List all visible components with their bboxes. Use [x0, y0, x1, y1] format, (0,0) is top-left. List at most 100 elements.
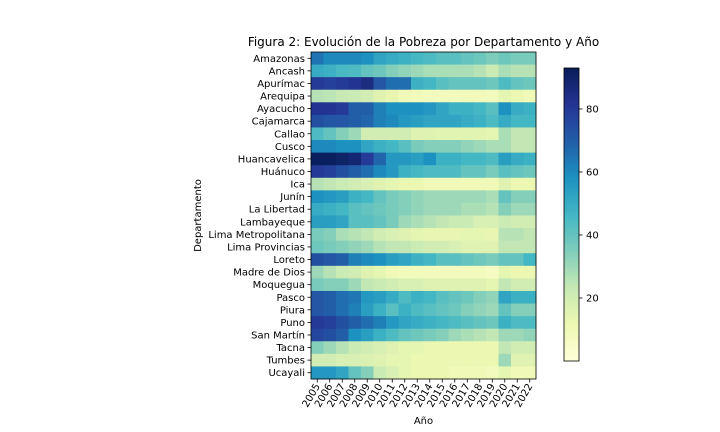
heatmap-cell [336, 89, 349, 103]
heatmap-cell [411, 253, 424, 267]
heatmap-cell [373, 77, 387, 91]
heatmap-cell [461, 89, 474, 103]
heatmap-cell [448, 165, 462, 179]
heatmap-cell [336, 215, 349, 229]
heatmap-cell [323, 114, 337, 128]
heatmap-cell [348, 202, 362, 216]
heatmap-cell [486, 64, 499, 78]
heatmap-cell [411, 278, 424, 292]
heatmap-cell [473, 278, 487, 292]
heatmap-cell [348, 278, 362, 292]
colorbar-tick-label: 20 [586, 293, 599, 304]
heatmap-cell [461, 341, 474, 355]
heatmap-cell [436, 140, 449, 154]
heatmap-cell [486, 165, 499, 179]
heatmap-cell [348, 290, 362, 304]
heatmap-cell [498, 77, 512, 91]
heatmap-cell [348, 303, 362, 317]
heatmap-cell [473, 89, 487, 103]
heatmap-cell [423, 303, 437, 317]
heatmap-cell [448, 202, 462, 216]
heatmap-cell [523, 77, 537, 91]
heatmap-cell [461, 253, 474, 267]
heatmap-cell [436, 290, 449, 304]
heatmap-cell [461, 366, 474, 380]
heatmap-cell [398, 215, 412, 229]
heatmap-cell [348, 240, 362, 254]
heatmap-cell [473, 127, 487, 141]
heatmap-cell [348, 215, 362, 229]
heatmap-cell [523, 228, 537, 242]
heatmap-cell [473, 341, 487, 355]
heatmap-cell [473, 253, 487, 267]
heatmap-cell [398, 114, 412, 128]
heatmap-cell [398, 228, 412, 242]
heatmap-cell [361, 240, 374, 254]
heatmap-cell [523, 290, 537, 304]
heatmap-cell [461, 127, 474, 141]
heatmap-cell [511, 265, 524, 279]
heatmap-cell [473, 240, 487, 254]
heatmap-cell [411, 215, 424, 229]
y-tick-label: Ica [290, 180, 305, 191]
heatmap-cell [448, 240, 462, 254]
heatmap-cell [523, 165, 537, 179]
heatmap-cell [398, 316, 412, 330]
heatmap-cell [436, 341, 449, 355]
heatmap-cell [348, 366, 362, 380]
heatmap-cell [461, 152, 474, 166]
heatmap-cell [448, 177, 462, 191]
heatmap-cell [448, 278, 462, 292]
heatmap-cell [348, 177, 362, 191]
heatmap-cell [348, 341, 362, 355]
heatmap-cell [386, 228, 399, 242]
heatmap-cell [498, 165, 512, 179]
heatmap-cell [486, 265, 499, 279]
heatmap-cell [386, 303, 399, 317]
heatmap-cell [411, 140, 424, 154]
heatmap-cell [498, 228, 512, 242]
heatmap-cell [473, 152, 487, 166]
heatmap-cell [398, 89, 412, 103]
heatmap-cell [486, 140, 499, 154]
heatmap-cell [386, 89, 399, 103]
heatmap-cell [448, 127, 462, 141]
heatmap-cell [311, 114, 324, 128]
heatmap-cell [348, 114, 362, 128]
heatmap-cell [336, 228, 349, 242]
heatmap-cell [498, 353, 512, 367]
heatmap-cell [398, 328, 412, 342]
heatmap-cell [311, 366, 324, 380]
heatmap-cell [323, 353, 337, 367]
heatmap-cell [323, 253, 337, 267]
heatmap-cell [461, 353, 474, 367]
heatmap-cell [498, 140, 512, 154]
heatmap-cell [511, 177, 524, 191]
heatmap-cell [336, 152, 349, 166]
heatmap-cell [336, 190, 349, 204]
heatmap-cell [411, 190, 424, 204]
heatmap-cell [398, 102, 412, 116]
heatmap-cell [361, 290, 374, 304]
heatmap-cell [511, 228, 524, 242]
heatmap-cell [448, 366, 462, 380]
heatmap-cell [511, 102, 524, 116]
heatmap-cell [498, 253, 512, 267]
heatmap-cell [523, 353, 537, 367]
heatmap-cell [311, 177, 324, 191]
heatmap-cell [361, 366, 374, 380]
heatmap-cell [523, 253, 537, 267]
heatmap-cell [498, 190, 512, 204]
heatmap-cell [386, 366, 399, 380]
heatmap-cell [386, 77, 399, 91]
heatmap-cell [323, 202, 337, 216]
heatmap-cell [361, 353, 374, 367]
heatmap-cell [423, 77, 437, 91]
heatmap-cell [323, 190, 337, 204]
heatmap-cell [473, 114, 487, 128]
heatmap-cell [348, 152, 362, 166]
heatmap-cell [473, 190, 487, 204]
heatmap-cell [486, 341, 499, 355]
heatmap-cell [498, 278, 512, 292]
heatmap-cell [498, 265, 512, 279]
